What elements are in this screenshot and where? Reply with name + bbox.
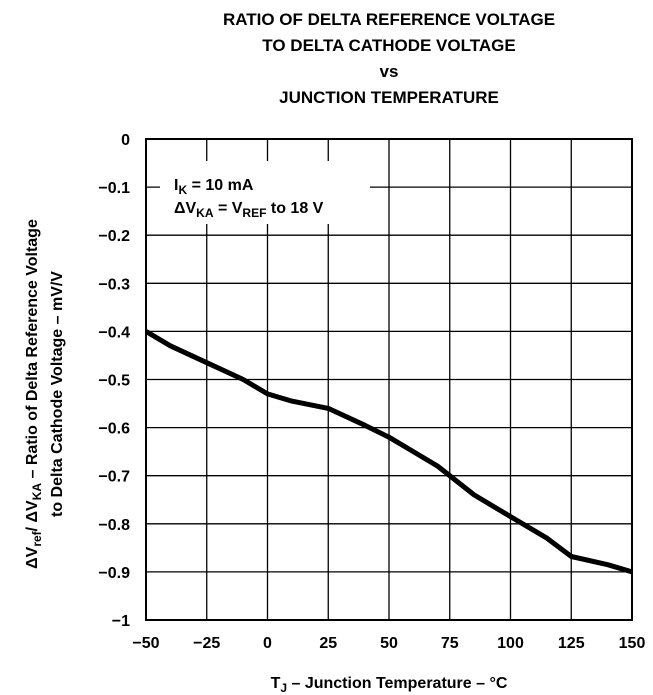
annotation-dvka-symbol: ΔV bbox=[174, 200, 197, 217]
chart-title-line-3: vs bbox=[380, 62, 399, 81]
y-tick-label: −0.4 bbox=[98, 324, 130, 341]
chart-title: RATIO OF DELTA REFERENCE VOLTAGE TO DELT… bbox=[223, 10, 555, 107]
annotation-ik-subscript: K bbox=[178, 183, 187, 197]
x-tick-label: 25 bbox=[319, 635, 337, 652]
x-tick-label: −50 bbox=[132, 635, 159, 652]
x-tick-label: 0 bbox=[263, 635, 272, 652]
annotation-vref-symbol: = V bbox=[214, 200, 243, 217]
annotation-background bbox=[160, 161, 370, 224]
y-tick-label: −0.1 bbox=[98, 180, 130, 197]
x-tick-label: 75 bbox=[441, 635, 459, 652]
y-tick-labels: 0 −0.1 −0.2 −0.3 −0.4 −0.5 −0.6 −0.7 −0.8 −0.9 −1 bbox=[98, 132, 130, 630]
series bbox=[144, 329, 633, 575]
y-tick-label: −0.9 bbox=[98, 565, 130, 582]
gridlines bbox=[146, 139, 632, 620]
annotation-vref-subscript: REF bbox=[242, 206, 266, 220]
annotation-line-2: ΔVKA = VREF to 18 V bbox=[174, 200, 324, 220]
annotation-ik-symbol: I bbox=[174, 177, 178, 194]
x-tick-label: 150 bbox=[619, 635, 646, 652]
x-tick-labels: −50 −25 0 25 50 75 100 125 150 bbox=[132, 635, 645, 652]
y-tick-label: −0.8 bbox=[98, 517, 130, 534]
x-tick-label: 100 bbox=[497, 635, 524, 652]
chart-title-line-2: TO DELTA CATHODE VOLTAGE bbox=[262, 36, 515, 55]
x-axis-label: TJ – Junction Temperature – °C bbox=[271, 675, 508, 695]
x-axis-label-subscript: J bbox=[280, 681, 287, 695]
chart-title-line-1: RATIO OF DELTA REFERENCE VOLTAGE bbox=[223, 10, 555, 29]
y-tick-label: −0.6 bbox=[98, 421, 130, 438]
annotation-dvka-subscript: KA bbox=[196, 206, 214, 220]
chart-title-line-4: JUNCTION TEMPERATURE bbox=[279, 88, 499, 107]
y-axis-label-line-2: to Delta Cathode Voltage – mV/V bbox=[49, 271, 66, 517]
x-axis-label-text: – Junction Temperature – °C bbox=[287, 675, 508, 692]
plot-frame bbox=[145, 138, 633, 621]
y-axis-label: ΔVref/ ΔVKA – Ratio of Delta Reference V… bbox=[24, 219, 66, 569]
y-tick-label: 0 bbox=[121, 132, 130, 149]
y-tick-label: −1 bbox=[112, 613, 130, 630]
annotation-range: to 18 V bbox=[266, 200, 323, 217]
y-tick-label: −0.2 bbox=[98, 228, 130, 245]
annotation: IK = 10 mA ΔVKA = VREF to 18 V bbox=[160, 161, 370, 224]
y-axis-label-line-1: ΔVref/ ΔVKA – Ratio of Delta Reference V… bbox=[24, 219, 44, 569]
series-line bbox=[144, 329, 633, 575]
y-axis-label-ratio-text: – Ratio of Delta Reference Voltage bbox=[24, 219, 41, 483]
annotation-line-1: IK = 10 mA bbox=[174, 177, 254, 197]
x-axis-label-symbol: T bbox=[271, 675, 281, 692]
x-tick-label: 125 bbox=[558, 635, 585, 652]
y-tick-label: −0.3 bbox=[98, 276, 130, 293]
plot-area-border bbox=[145, 138, 633, 621]
y-axis-label-ref-subscript: ref bbox=[30, 530, 44, 546]
y-tick-label: −0.5 bbox=[98, 373, 130, 390]
y-tick-label: −0.7 bbox=[98, 469, 130, 486]
y-axis-label-ka-subscript: KA bbox=[30, 483, 44, 501]
y-axis-label-dvka: / ΔV bbox=[24, 500, 41, 531]
annotation-ik-value: = 10 mA bbox=[187, 177, 254, 194]
y-axis-label-dvref: ΔV bbox=[24, 546, 41, 569]
x-tick-label: −25 bbox=[193, 635, 220, 652]
x-tick-label: 50 bbox=[380, 635, 398, 652]
